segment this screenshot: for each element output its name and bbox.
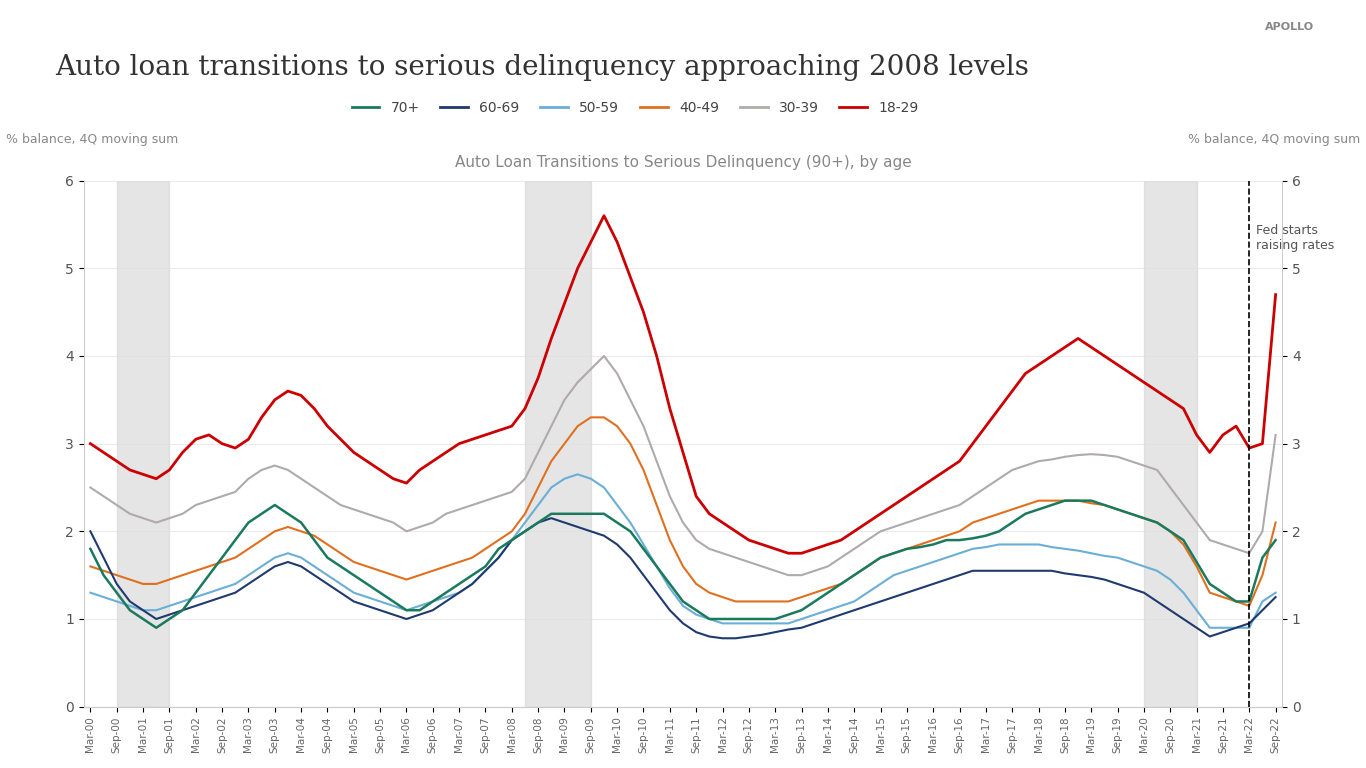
Text: Auto loan transitions to serious delinquency approaching 2008 levels: Auto loan transitions to serious delinqu… [55,54,1029,81]
Bar [116,180,169,707]
Title: Auto Loan Transitions to Serious Delinquency (90+), by age: Auto Loan Transitions to Serious Delinqu… [455,155,911,170]
Text: % balance, 4Q moving sum: % balance, 4Q moving sum [1188,134,1361,147]
Bar [525,180,591,707]
Legend: 70+, 60-69, 50-59, 40-49, 30-39, 18-29: 70+, 60-69, 50-59, 40-49, 30-39, 18-29 [346,95,925,121]
Text: APOLLO: APOLLO [1265,22,1314,31]
Bar [1143,180,1197,707]
Text: % balance, 4Q moving sum: % balance, 4Q moving sum [5,134,178,147]
Text: Fed starts
raising rates: Fed starts raising rates [1255,224,1335,253]
